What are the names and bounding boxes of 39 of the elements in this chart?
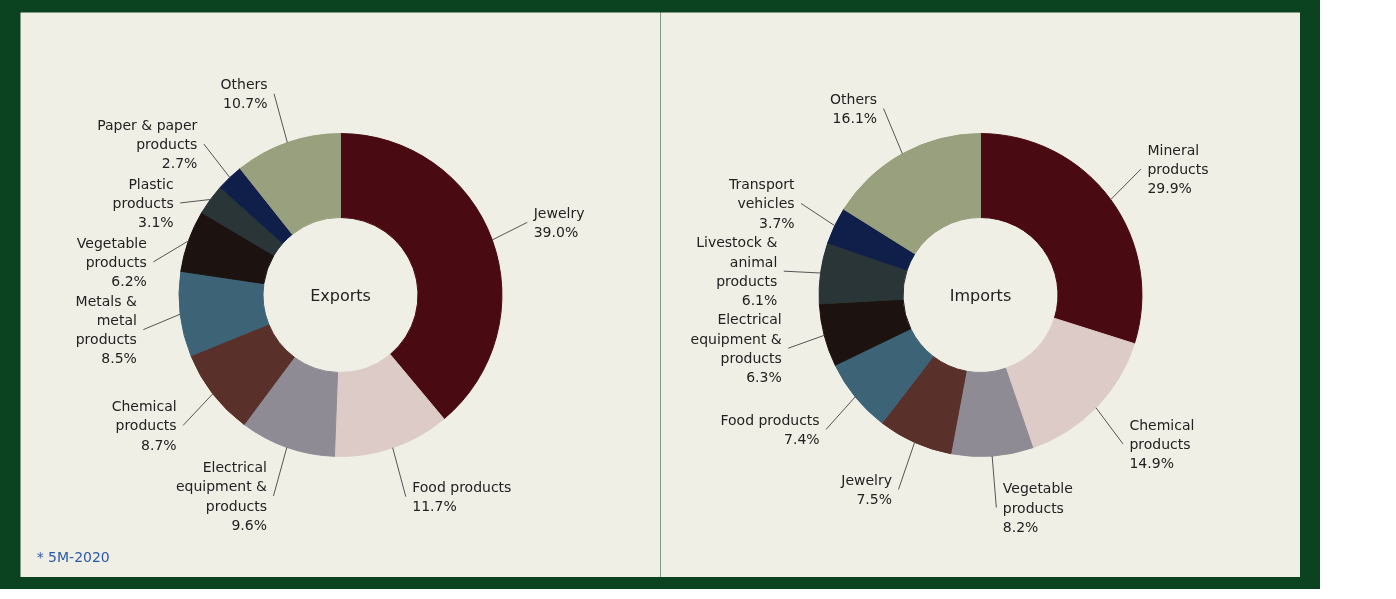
data-label: 14.9% bbox=[1129, 455, 1174, 472]
data-label: 6.3% bbox=[746, 369, 782, 386]
data-label: 8.2% bbox=[1002, 518, 1039, 535]
data-label: 10.7% bbox=[223, 95, 268, 112]
slice-label: Transport vehicles bbox=[727, 176, 796, 212]
slice-label: Chemical products bbox=[1129, 416, 1195, 452]
slice-label: Vegetable products bbox=[1002, 480, 1073, 516]
data-label: 8.5% bbox=[101, 350, 137, 367]
slice-label: Electrical equipment & products bbox=[690, 311, 782, 366]
data-label: 6.2% bbox=[111, 273, 147, 290]
data-label: 7.5% bbox=[856, 491, 893, 508]
slice-label: Livestock & animal products bbox=[696, 234, 778, 289]
data-label: 9.6% bbox=[231, 516, 268, 533]
data-label: 39.0% bbox=[533, 223, 579, 240]
data-label: 2.7% bbox=[161, 155, 198, 172]
data-label: 11.7% bbox=[412, 498, 457, 515]
slice-label: Jewelry bbox=[840, 471, 893, 488]
data-label: 16.1% bbox=[832, 110, 878, 127]
data-label: 3.7% bbox=[759, 214, 795, 231]
slice-label: Electrical equipment & products bbox=[175, 459, 268, 514]
data-label: 7.4% bbox=[784, 431, 820, 448]
slice-label: Others bbox=[220, 76, 268, 93]
data-label: 3.1% bbox=[138, 214, 174, 231]
slice-label: Food products bbox=[412, 479, 512, 496]
slice-label: Others bbox=[830, 90, 878, 107]
data-label: 8.7% bbox=[141, 436, 177, 453]
slice-label: Food products bbox=[720, 411, 820, 428]
slice-label: Plastic products bbox=[112, 175, 174, 211]
text: Imports bbox=[949, 285, 1012, 305]
data-label: 29.9% bbox=[1147, 180, 1192, 197]
text: Exports bbox=[310, 285, 371, 305]
slice-label: Vegetable products bbox=[76, 234, 147, 270]
data-label: 6.1% bbox=[741, 291, 778, 308]
slice-label: Chemical products bbox=[111, 398, 177, 434]
slice-label: Metals & metal products bbox=[75, 292, 137, 348]
text: * 5M-2020 bbox=[36, 548, 110, 565]
slice-label: Paper & paper products bbox=[97, 116, 198, 152]
slice-label: Jewelry bbox=[532, 204, 585, 221]
slice-label: Mineral products bbox=[1147, 141, 1209, 178]
